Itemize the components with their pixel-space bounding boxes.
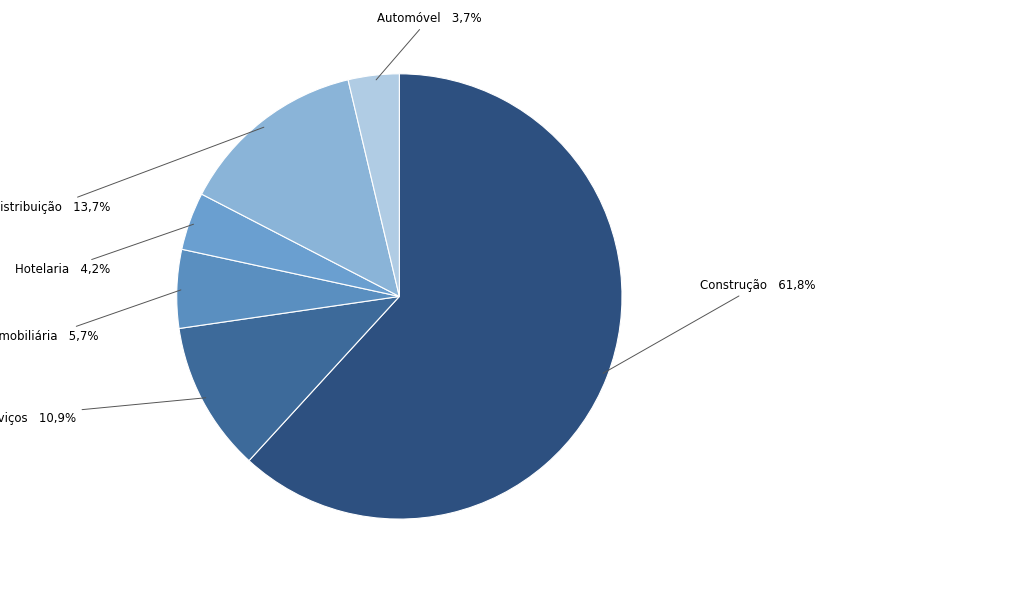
Text: Imobiliária   5,7%: Imobiliária 5,7% xyxy=(0,290,181,343)
Text: Concessões e Serviços   10,9%: Concessões e Serviços 10,9% xyxy=(0,397,206,425)
Text: Distribuição   13,7%: Distribuição 13,7% xyxy=(0,127,264,214)
Text: Automóvel   3,7%: Automóvel 3,7% xyxy=(376,11,481,80)
Wedge shape xyxy=(249,74,622,519)
Wedge shape xyxy=(179,296,399,460)
Wedge shape xyxy=(177,249,399,329)
Text: Hotelaria   4,2%: Hotelaria 4,2% xyxy=(14,224,194,276)
Wedge shape xyxy=(348,74,399,296)
Wedge shape xyxy=(202,80,399,296)
Wedge shape xyxy=(182,194,399,296)
Text: Construção   61,8%: Construção 61,8% xyxy=(603,279,815,373)
